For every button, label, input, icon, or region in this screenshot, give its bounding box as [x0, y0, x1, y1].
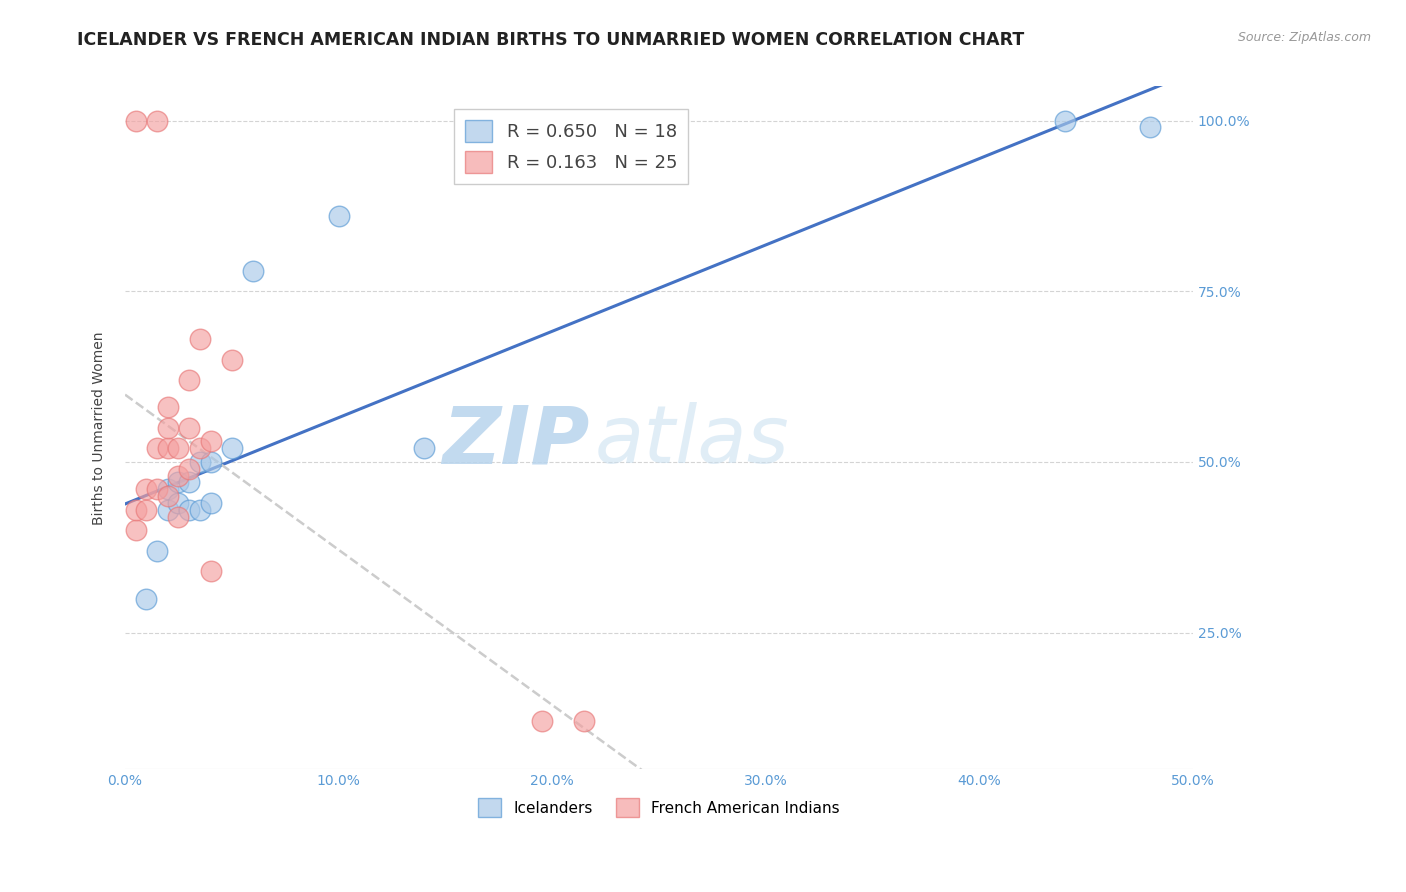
Point [156, 483, 179, 497]
Point [179, 373, 201, 387]
Point [146, 543, 169, 558]
Point [146, 442, 169, 456]
Point [135, 503, 157, 517]
Point [530, 714, 553, 729]
Point [188, 442, 211, 456]
Text: ZIP: ZIP [443, 402, 589, 481]
Point [1139, 120, 1161, 135]
Point [413, 442, 436, 456]
Point [188, 503, 211, 517]
Point [125, 523, 148, 537]
Point [200, 564, 222, 578]
Point [188, 455, 211, 469]
Point [574, 714, 596, 729]
Point [200, 496, 222, 510]
Point [156, 503, 179, 517]
Point [167, 468, 190, 483]
Point [135, 483, 157, 497]
Point [156, 489, 179, 503]
Point [146, 113, 169, 128]
Point [188, 332, 211, 346]
Point [200, 455, 222, 469]
Point [221, 442, 243, 456]
Text: atlas: atlas [595, 402, 790, 481]
Point [179, 503, 201, 517]
Point [167, 442, 190, 456]
Point [156, 421, 179, 435]
Point [179, 421, 201, 435]
Point [1053, 113, 1076, 128]
Point [200, 434, 222, 449]
Point [179, 475, 201, 490]
Point [221, 352, 243, 367]
Point [167, 496, 190, 510]
Point [167, 475, 190, 490]
Point [328, 209, 350, 223]
Text: ICELANDER VS FRENCH AMERICAN INDIAN BIRTHS TO UNMARRIED WOMEN CORRELATION CHART: ICELANDER VS FRENCH AMERICAN INDIAN BIRT… [77, 31, 1025, 49]
Point [167, 509, 190, 524]
Point [179, 462, 201, 476]
Point [156, 442, 179, 456]
Legend: Icelanders, French American Indians: Icelanders, French American Indians [472, 792, 845, 823]
Point [125, 113, 148, 128]
Point [156, 401, 179, 415]
Point [125, 503, 148, 517]
Y-axis label: Births to Unmarried Women: Births to Unmarried Women [93, 331, 107, 524]
Text: Source: ZipAtlas.com: Source: ZipAtlas.com [1237, 31, 1371, 45]
Point [242, 264, 264, 278]
Point [135, 591, 157, 606]
Point [146, 483, 169, 497]
